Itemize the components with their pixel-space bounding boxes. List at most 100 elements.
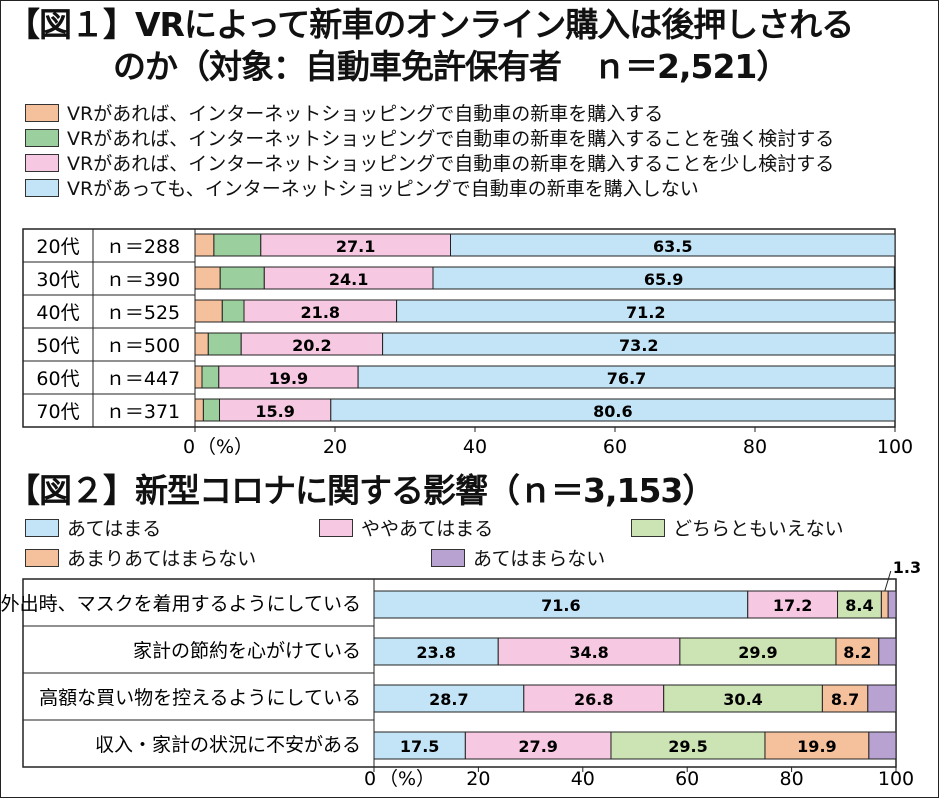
fig2-legend-item: どちらともいえない xyxy=(631,514,844,541)
fig2-tick-label: 80 xyxy=(780,768,804,790)
fig1-bar-segment xyxy=(357,365,896,389)
fig1-data-label: 19.9 xyxy=(269,369,308,388)
fig1-data-label: 76.7 xyxy=(607,369,646,388)
fig2-bar-segment xyxy=(867,684,897,713)
fig1-x-unit: （%） xyxy=(197,436,253,458)
fig1-category-label: 20代 xyxy=(36,236,79,258)
legend-swatch xyxy=(25,128,59,147)
fig2-data-label: 30.4 xyxy=(723,690,762,709)
fig2-legend-item: ややあてはまる xyxy=(319,514,493,541)
fig1-legend-item: VRがあれば、インターネットショッピングで自動車の新車を購入する xyxy=(25,99,663,126)
fig1-data-label: 15.9 xyxy=(255,402,294,421)
fig1-n-label: ｎ＝525 xyxy=(106,302,180,324)
fig1-n-label: ｎ＝288 xyxy=(106,236,180,258)
legend-label: VRがあっても、インターネットショッピングで自動車の新車を購入しない xyxy=(67,178,699,200)
fig2-bar-segment xyxy=(663,684,823,713)
fig1-tick-label: 60 xyxy=(603,436,627,458)
legend-swatch xyxy=(25,548,59,567)
fig2-data-label: 71.6 xyxy=(541,596,580,615)
fig1-data-label: 65.9 xyxy=(644,270,683,289)
legend-label: VRがあれば、インターネットショッピングで自動車の新車を購入する xyxy=(67,103,664,125)
fig1-data-label: 20.2 xyxy=(292,336,331,355)
fig1-data-label: 24.1 xyxy=(329,270,368,289)
fig2-tick-label: 60 xyxy=(675,768,699,790)
fig2-bar-segment xyxy=(497,637,681,666)
fig2-bar-segment xyxy=(887,590,897,619)
fig1-bar-segment xyxy=(396,299,896,323)
fig1-category-label: 40代 xyxy=(36,302,79,324)
fig2-legend-item: あてはまらない xyxy=(431,544,605,571)
legend-swatch xyxy=(319,518,353,537)
fig1-bar-segment xyxy=(432,266,895,290)
fig1-legend-item: VRがあっても、インターネットショッピングで自動車の新車を購入しない xyxy=(25,174,699,201)
fig2-bar-segment xyxy=(764,731,870,760)
fig2-tick-label: 20 xyxy=(466,768,490,790)
fig2-bar-segment xyxy=(821,684,869,713)
legend-swatch xyxy=(25,178,59,197)
fig1-n-label: ｎ＝500 xyxy=(106,335,180,357)
fig1-tick-label: 40 xyxy=(463,436,487,458)
fig2-bar-segment xyxy=(837,590,882,619)
fig2-tick-label: 0 xyxy=(364,768,376,790)
fig2-data-label: 8.2 xyxy=(843,643,871,662)
legend-label: ややあてはまる xyxy=(361,518,494,540)
fig1-category-label: 60代 xyxy=(36,368,79,390)
fig1-tick-label: 0 xyxy=(183,436,195,458)
fig2-tick-label: 40 xyxy=(571,768,595,790)
fig2-data-label: 34.8 xyxy=(569,643,608,662)
fig2-data-label: 28.7 xyxy=(429,690,468,709)
fig2-legend-item: あてはまる xyxy=(25,514,161,541)
fig2-bar-segment xyxy=(373,590,749,619)
fig1-bar-segment xyxy=(330,398,896,422)
fig2-category-label: 収入・家計の状況に不安がある xyxy=(95,734,361,756)
fig2-data-label: 26.8 xyxy=(574,690,613,709)
fig2-data-label: 8.4 xyxy=(845,596,873,615)
fig1-title-line1: 【図１】VRによって新車のオンライン購入は後押しされる xyxy=(7,5,854,44)
legend-swatch xyxy=(631,518,665,537)
fig2-bar-segment xyxy=(747,590,839,619)
fig2-legend-item: あまりあてはまらない xyxy=(25,544,256,571)
fig2-data-label: 27.9 xyxy=(518,737,557,756)
fig1-title-line2: のか（対象：自動車免許保有者 ｎ＝2,521） xyxy=(113,47,789,86)
fig2-bar-segment xyxy=(373,731,466,760)
legend-swatch xyxy=(25,103,59,122)
fig2-bar-segment xyxy=(880,590,889,619)
fig2-category-label: 高額な買い物を控えるようにしている xyxy=(39,687,361,709)
fig2-data-label: 29.5 xyxy=(668,737,707,756)
fig1-n-label: ｎ＝447 xyxy=(106,368,180,390)
legend-swatch xyxy=(25,153,59,172)
fig2-category-label: 家計の節約を心がけている xyxy=(133,640,361,662)
fig1-data-label: 27.1 xyxy=(336,237,375,256)
fig2-bar-segment xyxy=(868,731,897,760)
fig2-bar-segment xyxy=(610,731,766,760)
fig2-bar-segment xyxy=(878,637,897,666)
fig2-data-label: 1.3 xyxy=(893,558,921,577)
fig1-n-label: ｎ＝371 xyxy=(106,401,180,423)
fig1-category-label: 30代 xyxy=(36,269,79,291)
fig1-bar-segment xyxy=(450,233,896,257)
legend-label: あまりあてはまらない xyxy=(67,548,257,570)
fig1-category-label: 50代 xyxy=(36,335,79,357)
legend-label: あてはまらない xyxy=(473,548,606,570)
legend-label: VRがあれば、インターネットショッピングで自動車の新車を購入することを少し検討す… xyxy=(67,153,835,175)
fig1-chart: 20代 ｎ＝288 27.1 63.5 30代 ｎ＝390 24.1 65.9 40代 ｎ＝525… xyxy=(22,228,913,458)
fig1-n-label: ｎ＝390 xyxy=(106,269,180,291)
fig2-data-label: 17.2 xyxy=(773,596,812,615)
fig1-tick-label: 80 xyxy=(743,436,767,458)
fig2-data-label: 23.8 xyxy=(416,643,455,662)
fig2-bar-segment xyxy=(523,684,665,713)
fig1-data-label: 21.8 xyxy=(301,303,340,322)
fig2-data-label: 29.9 xyxy=(738,643,777,662)
fig2-data-label: 19.9 xyxy=(797,737,836,756)
fig1-tick-label: 100 xyxy=(877,436,913,458)
fig2-title: 【図２】新型コロナに関する影響（ｎ＝3,153） xyxy=(7,471,715,510)
fig1-category-label: 70代 xyxy=(36,401,79,423)
fig1-data-label: 73.2 xyxy=(619,336,658,355)
fig2-tick-label: 100 xyxy=(878,768,914,790)
fig2-callout-line xyxy=(884,570,892,592)
fig2-bar-segment xyxy=(679,637,837,666)
fig1-legend-item: VRがあれば、インターネットショッピングで自動車の新車を購入することを強く検討す… xyxy=(25,124,834,151)
fig1-data-label: 71.2 xyxy=(626,303,665,322)
fig2-x-unit: （%） xyxy=(379,768,435,790)
